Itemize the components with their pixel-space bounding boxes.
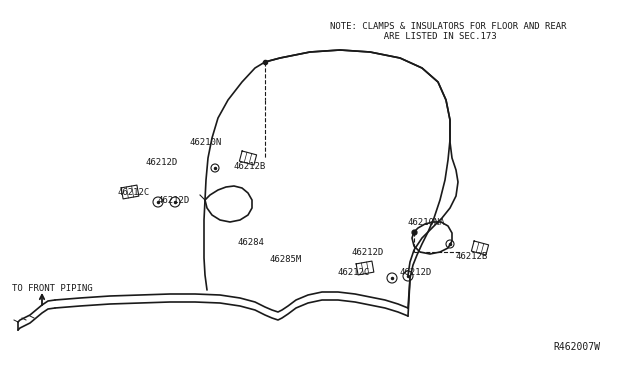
Text: 46285M: 46285M [270,255,302,264]
Text: 46212D: 46212D [158,196,190,205]
Text: 46212D: 46212D [352,248,384,257]
Text: 46212B: 46212B [456,252,488,261]
Text: 46210NA: 46210NA [408,218,445,227]
Text: 46210N: 46210N [190,138,222,147]
Text: TO FRONT PIPING: TO FRONT PIPING [12,284,93,293]
Text: 46212C: 46212C [338,268,371,277]
Text: 46212D: 46212D [145,158,177,167]
Text: R462007W: R462007W [553,342,600,352]
Text: 46284: 46284 [238,238,265,247]
Text: 46212D: 46212D [400,268,432,277]
Text: NOTE: CLAMPS & INSULATORS FOR FLOOR AND REAR: NOTE: CLAMPS & INSULATORS FOR FLOOR AND … [330,22,566,31]
Text: 46212C: 46212C [118,188,150,197]
Text: ARE LISTED IN SEC.173: ARE LISTED IN SEC.173 [330,32,497,41]
Text: 46212B: 46212B [234,162,266,171]
